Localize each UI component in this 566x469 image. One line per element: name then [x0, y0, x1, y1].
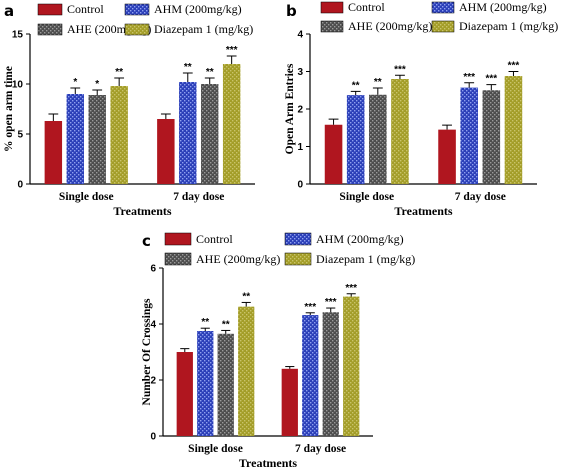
- x-axis-label: Treatments: [239, 456, 298, 469]
- bar: [369, 94, 387, 184]
- significance-label: ***: [345, 283, 357, 294]
- legend-label: AHM (200mg/kg): [459, 0, 547, 14]
- bar: [66, 94, 84, 184]
- y-tick-label: 5: [17, 130, 23, 141]
- x-tick-label: Single dose: [59, 191, 114, 203]
- legend-swatch: [320, 1, 344, 14]
- bar: [346, 95, 365, 184]
- x-tick-label: 7 day dose: [295, 443, 346, 455]
- y-tick-label: 0: [297, 180, 303, 191]
- legend-label: Control: [67, 2, 104, 16]
- bar: [197, 331, 214, 436]
- bar: [281, 368, 298, 436]
- bar: [176, 352, 193, 436]
- legend-swatch: [37, 23, 63, 36]
- significance-label: **: [222, 319, 230, 330]
- legend-swatch: [164, 232, 192, 246]
- legend-label: Diazepam 1 (mg/kg): [154, 22, 253, 36]
- legend-swatch: [284, 252, 312, 266]
- y-tick-label: 15: [12, 30, 24, 41]
- significance-label: **: [115, 67, 123, 78]
- x-axis-label: Treatments: [113, 204, 172, 218]
- bar: [238, 306, 255, 436]
- bar: [44, 121, 63, 184]
- significance-label: **: [242, 291, 250, 302]
- significance-label: **: [352, 80, 360, 91]
- legend-label: Diazepam 1 (mg/kg): [316, 252, 415, 266]
- bar: [201, 84, 219, 184]
- panel-c-chart: c Control AHM (200mg/kg) AHE (200mg/kg) Diaz…: [141, 232, 415, 469]
- legend-swatch: [124, 3, 150, 16]
- panel-letter: a: [4, 2, 14, 20]
- y-tick-label: 10: [12, 80, 24, 91]
- y-tick-label: 0: [17, 180, 23, 191]
- y-tick-label: 1: [297, 142, 303, 153]
- legend-label: AHE (200mg/kg): [348, 19, 432, 33]
- panel-letter: b: [286, 2, 297, 20]
- bar: [179, 82, 197, 184]
- y-tick-label: 3: [297, 67, 303, 78]
- significance-label: *: [95, 79, 99, 90]
- legend-label: AHM (200mg/kg): [316, 232, 404, 246]
- significance-label: ***: [463, 72, 475, 83]
- y-tick-label: 0: [150, 432, 156, 443]
- legend-swatch: [37, 3, 63, 16]
- significance-label: ***: [508, 61, 520, 72]
- legend-swatch: [164, 252, 192, 266]
- bar: [110, 86, 128, 184]
- bar: [322, 312, 339, 436]
- y-tick-label: 4: [150, 320, 156, 331]
- bar: [482, 90, 501, 184]
- y-axis-label: % open arm time: [3, 66, 15, 152]
- y-tick-label: 2: [297, 105, 303, 116]
- legend-label: Diazepam 1 (mg/kg): [459, 19, 558, 33]
- legend-swatch: [124, 23, 150, 36]
- legend-swatch: [320, 20, 344, 33]
- bar: [438, 129, 456, 184]
- bar: [460, 87, 478, 184]
- x-axis-label: Treatments: [394, 204, 453, 218]
- legend-swatch: [431, 20, 455, 33]
- significance-label: ***: [485, 74, 497, 85]
- bar: [391, 79, 409, 184]
- significance-label: **: [374, 77, 382, 88]
- bar: [88, 95, 106, 184]
- x-tick-label: 7 day dose: [455, 191, 506, 203]
- legend-label: AHM (200mg/kg): [154, 2, 242, 16]
- bar: [302, 315, 319, 436]
- panel-letter: c: [142, 232, 151, 250]
- significance-label: **: [201, 317, 209, 328]
- legend-swatch: [431, 1, 455, 14]
- y-tick-label: 6: [150, 264, 156, 275]
- significance-label: **: [206, 67, 214, 78]
- panel-a-chart: a Control AHM (200mg/kg)AHE (200mg/kg) Diaz…: [3, 2, 255, 218]
- x-tick-label: Single dose: [339, 191, 394, 203]
- y-axis-label: Open Arm Entries: [284, 63, 296, 154]
- bar: [217, 333, 234, 436]
- y-tick-label: 4: [297, 30, 303, 41]
- legend-swatch: [284, 232, 312, 246]
- bar: [222, 64, 241, 184]
- significance-label: ***: [304, 302, 316, 313]
- bar: [324, 124, 343, 184]
- bar: [157, 119, 175, 184]
- bar: [343, 296, 360, 436]
- legend-label: Control: [348, 0, 385, 14]
- y-tick-label: 2: [150, 376, 156, 387]
- y-axis-label: Number Of Crossings: [141, 298, 153, 405]
- legend-label: AHE (200mg/kg): [196, 252, 280, 266]
- significance-label: **: [184, 62, 192, 73]
- significance-label: *: [73, 77, 77, 88]
- legend-label: Control: [196, 232, 233, 246]
- x-tick-label: 7 day dose: [173, 191, 224, 203]
- significance-label: ***: [394, 64, 406, 75]
- panel-b-chart: b Control AHM (200mg/kg) AHE (200mg/kg) Diaz…: [284, 0, 558, 218]
- x-tick-label: Single dose: [188, 443, 243, 455]
- significance-label: ***: [226, 45, 238, 56]
- significance-label: ***: [325, 297, 337, 308]
- bar: [504, 76, 523, 184]
